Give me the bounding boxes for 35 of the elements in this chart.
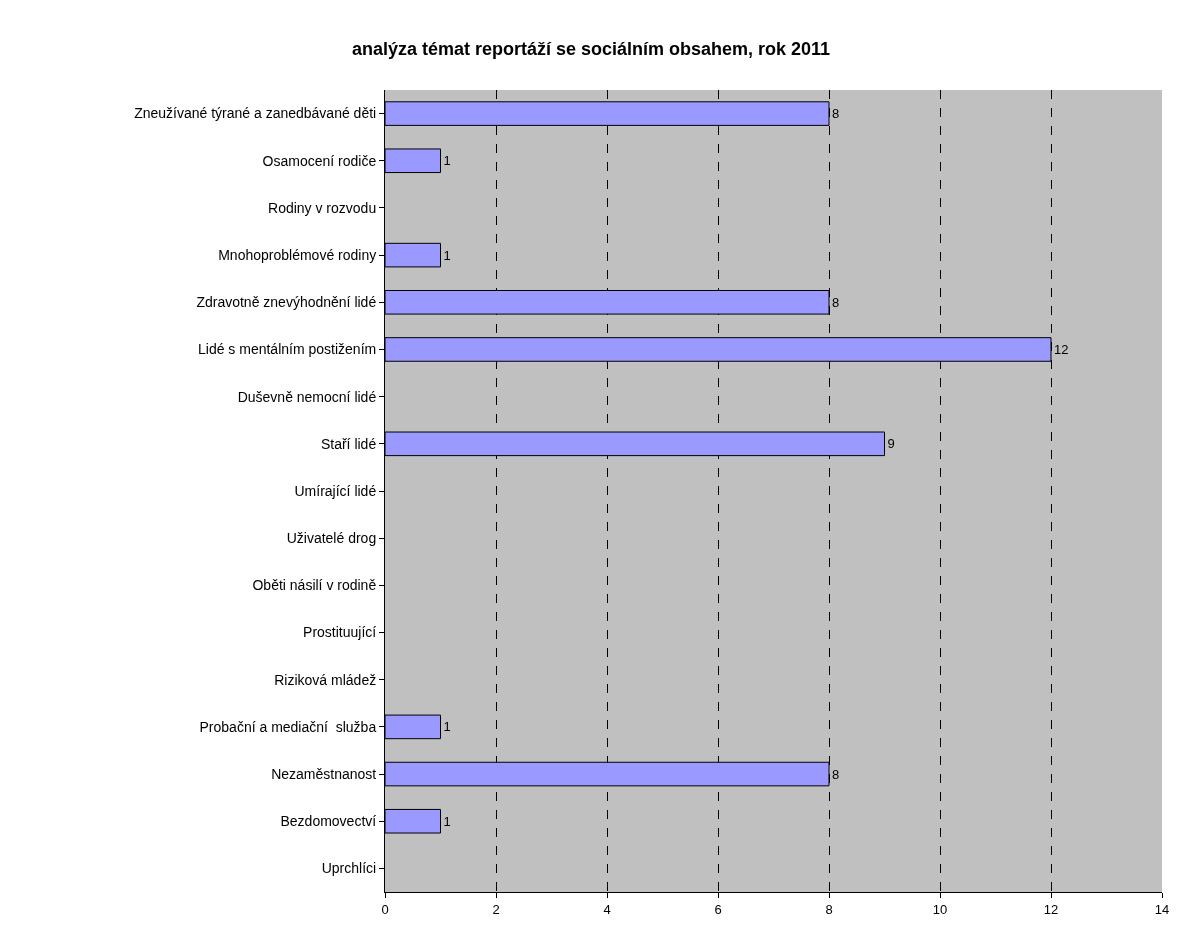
y-tick-label: Umírající lidé (294, 482, 377, 499)
data-label: 8 (832, 766, 840, 782)
y-tick-label: Mnohoproblémové rodiny (218, 247, 377, 264)
data-label: 8 (832, 106, 840, 122)
x-tick-label: 10 (932, 901, 948, 917)
x-tick-label: 12 (1043, 901, 1059, 917)
data-label: 9 (887, 436, 895, 452)
y-tick-label: Prostituující (303, 624, 377, 641)
x-tick-label: 14 (1154, 901, 1170, 917)
y-tick-label: Nezaměstnanost (271, 765, 377, 782)
data-label: 1 (443, 153, 451, 169)
data-label: 1 (443, 813, 451, 829)
y-tick-label: Osamocení rodiče (262, 152, 377, 169)
data-label: 8 (832, 294, 840, 310)
y-tick-label: Lidé s mentálním postižením (198, 341, 377, 358)
x-tick-label: 8 (825, 901, 833, 917)
y-tick-label: Riziková mládež (274, 671, 377, 688)
y-tick-label: Rodiny v rozvodu (268, 199, 377, 216)
data-label: 12 (1054, 341, 1069, 357)
data-label: 1 (443, 247, 451, 263)
y-tick-label: Duševně nemocní lidé (237, 388, 377, 405)
y-tick-label: Probační a mediační služba (199, 718, 377, 735)
data-label: 1 (443, 719, 451, 735)
x-tick-label: 6 (714, 901, 722, 917)
y-tick-label: Uprchlíci (321, 860, 377, 877)
y-tick-label: Uživatelé drog (286, 530, 377, 547)
y-tick-label: Staří lidé (320, 435, 377, 452)
y-tick-label: Oběti násilí v rodině (252, 577, 377, 594)
y-tick-label: Bezdomovectví (280, 813, 377, 830)
x-tick-label: 4 (603, 901, 611, 917)
x-tick-label: 0 (381, 901, 389, 917)
y-tick-label: Zneužívané týrané a zanedbávané děti (134, 105, 377, 122)
y-tick-label: Zdravotně znevýhodnění lidé (196, 294, 377, 311)
x-tick-label: 2 (492, 901, 500, 917)
chart-title: analýza témat reportáží se sociálním obsahem, rok 2011 (351, 38, 831, 59)
